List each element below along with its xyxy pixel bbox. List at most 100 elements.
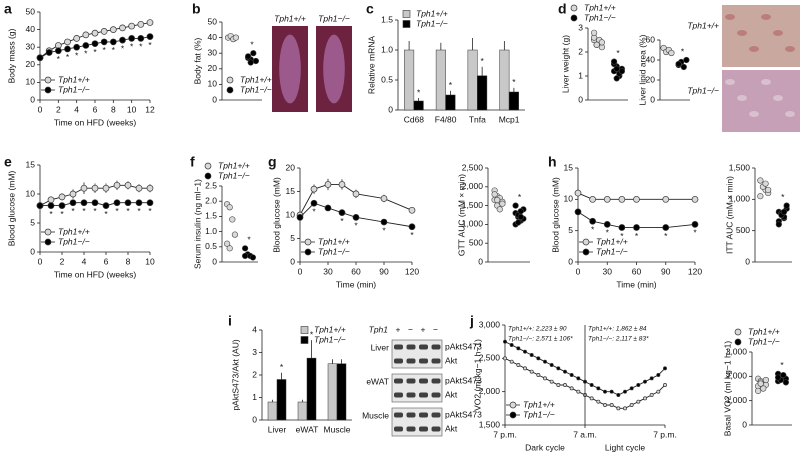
data-point (494, 196, 501, 204)
bar (336, 363, 347, 421)
data-point (633, 195, 640, 203)
data-point (146, 19, 154, 26)
data-point (618, 224, 626, 231)
y-tick-label: 0 (252, 414, 257, 424)
data-point (523, 349, 527, 354)
data-point (543, 376, 547, 381)
y-tick-label: 50 (208, 16, 218, 26)
data-point (663, 383, 667, 387)
data-point (549, 379, 554, 384)
data-point (596, 399, 601, 404)
x-tick-label: F4/80 (435, 114, 457, 124)
lane-label: + (421, 324, 426, 334)
bar (508, 91, 519, 111)
y-tick-label: 1.5 (205, 211, 217, 221)
y-tick-label: 3 (252, 347, 257, 357)
legend-marker (304, 248, 312, 256)
sig-star: * (137, 206, 141, 216)
sig-star: * (247, 235, 251, 245)
legend-marker (582, 248, 590, 256)
y-tick-label: 5 (290, 233, 295, 243)
image-label: Tph1+/+ (687, 20, 719, 30)
bar (297, 401, 308, 421)
legend-marker (226, 86, 234, 94)
band-label: Akt (445, 389, 458, 399)
data-point (536, 373, 541, 377)
y-axis-label: Body mass (g) (6, 28, 16, 83)
y-tick-label: 1 (578, 70, 583, 80)
image-detail (749, 46, 759, 52)
panel-letter: b (192, 1, 201, 17)
band-label: Akt (445, 355, 458, 365)
y-tick-label: 2,500 (479, 353, 501, 363)
data-point (662, 224, 670, 231)
data-point (503, 339, 507, 344)
sig-star: * (620, 231, 624, 241)
legend-label: Tph1−/− (218, 170, 250, 180)
y-axis-label: Serum insulin (ng ml−1) (192, 179, 202, 269)
bar (413, 100, 424, 111)
data-point (556, 366, 561, 371)
data-point (380, 195, 388, 202)
data-point (124, 181, 132, 189)
data-point (352, 190, 360, 198)
data-point (765, 186, 772, 194)
data-point (137, 35, 145, 42)
y-axis-label: Body fat (%) (192, 37, 202, 84)
data-point (774, 374, 782, 381)
y-tick-label: 500 (736, 225, 750, 235)
y-tick-label: 0 (742, 419, 747, 429)
sig-star: * (681, 46, 685, 56)
bar (267, 401, 278, 421)
data-point (128, 22, 136, 30)
blot-band (431, 358, 441, 364)
x-tick-label: 7 p.m. (493, 429, 517, 439)
data-point (515, 219, 522, 226)
legend-swatch (402, 10, 411, 18)
x-axis-label: Time (min) (336, 279, 376, 289)
data-point (408, 206, 416, 214)
data-point (231, 231, 238, 238)
data-point (783, 202, 790, 209)
x-tick-label: 30 (323, 266, 333, 276)
data-point (663, 366, 667, 371)
bar (306, 357, 317, 421)
data-point (517, 208, 524, 215)
sig-star: * (126, 206, 130, 216)
x-tick-label: 60 (632, 266, 642, 276)
data-point (590, 29, 598, 36)
blot-band (406, 378, 416, 384)
y-tick-label: 0 (478, 256, 483, 266)
data-point (780, 208, 788, 215)
data-point (352, 214, 360, 221)
data-point (668, 49, 675, 57)
x-tick-label: 7 a.m. (573, 429, 597, 439)
data-point (549, 363, 554, 367)
data-point (249, 254, 256, 261)
data-point (250, 50, 257, 57)
data-point (775, 221, 782, 228)
data-point (649, 376, 654, 381)
sig-star: * (112, 45, 116, 55)
x-axis-label: Time (min) (616, 279, 656, 289)
data-point (113, 181, 121, 189)
data-point (135, 184, 143, 192)
x-tick-label: 2 (60, 256, 65, 266)
sig-star: * (382, 225, 386, 235)
data-point (45, 49, 53, 56)
y-tick-label: 0 (650, 94, 655, 104)
data-point (119, 36, 126, 44)
legend-swatch (300, 326, 309, 334)
data-point (338, 181, 346, 188)
x-axis-label: Time on HFD (weeks) (54, 269, 137, 279)
sig-star: * (512, 77, 516, 87)
data-point (656, 389, 661, 394)
panel-letter: c (366, 1, 374, 17)
data-point (516, 346, 521, 351)
sig-star: * (57, 54, 61, 64)
y-tick-label: 15 (286, 186, 296, 196)
data-point (563, 369, 567, 374)
y-tick-label: 30 (208, 47, 218, 57)
data-point (576, 376, 581, 381)
data-point (491, 191, 498, 198)
